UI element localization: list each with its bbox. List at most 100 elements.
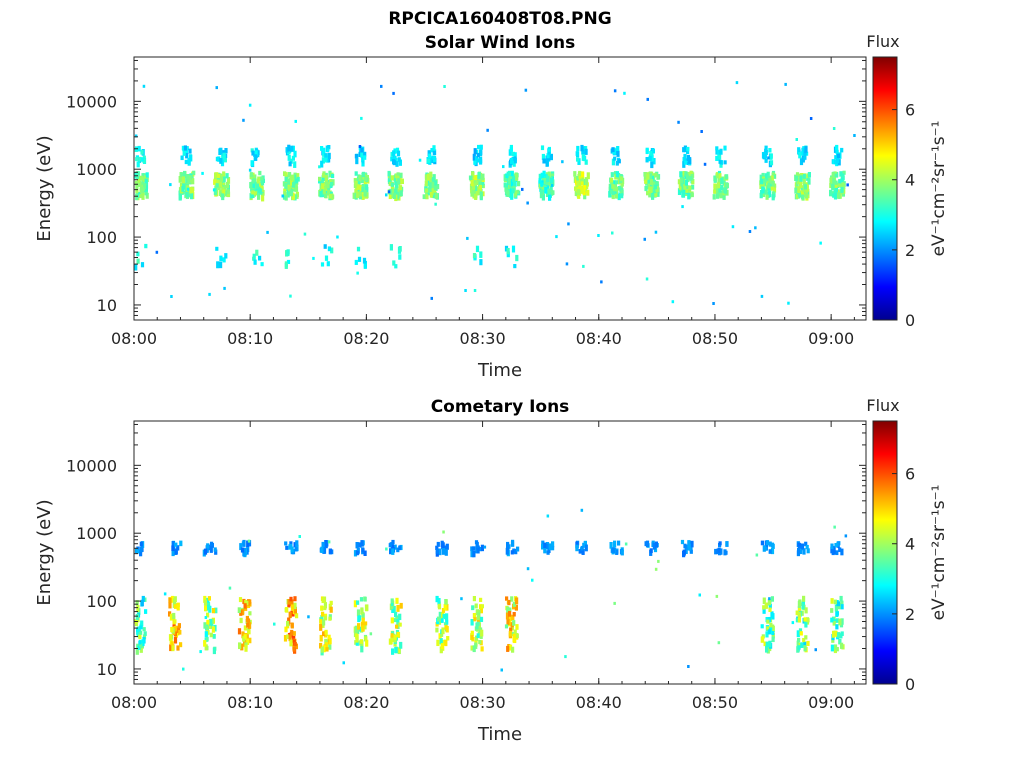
heatmap-cell [293, 161, 297, 168]
heatmap-cell [761, 186, 765, 194]
heatmap-cell [797, 542, 801, 547]
heatmap-cell [356, 600, 360, 605]
heatmap-cell [717, 170, 722, 176]
heatmap-cell [174, 550, 178, 555]
heatmap-cell [187, 191, 192, 198]
plot-area [134, 421, 866, 684]
heatmap-cell [291, 155, 295, 161]
heatmap-cell [324, 255, 329, 261]
heatmap-cell [653, 188, 657, 194]
heatmap-cell [322, 631, 326, 637]
heatmap-cell [472, 645, 476, 653]
heatmap-cell [577, 194, 581, 199]
heatmap-cell [716, 149, 720, 155]
heatmap-cell [354, 171, 358, 176]
heatmap-cell [700, 130, 703, 133]
heatmap-cell [512, 160, 516, 167]
heatmap-cell [290, 629, 294, 636]
heatmap-cell [320, 615, 324, 622]
heatmap-cell [784, 82, 787, 86]
heatmap-cell [819, 241, 822, 245]
heatmap-cell [682, 171, 686, 176]
heatmap-cell [237, 607, 241, 614]
heatmap-cell [688, 185, 692, 190]
heatmap-cell [435, 595, 439, 603]
heatmap-cell [181, 185, 185, 192]
heatmap-cell [319, 619, 323, 624]
heatmap-cell [357, 180, 361, 185]
heatmap-cell [218, 148, 222, 156]
heatmap-cell [361, 193, 365, 200]
heatmap-cell [178, 176, 182, 183]
heatmap-cell [247, 539, 251, 543]
heatmap-cell [831, 638, 835, 643]
heatmap-cell [470, 645, 475, 650]
heatmap-cell [178, 194, 182, 201]
heatmap-cell [573, 171, 577, 177]
heatmap-cell [288, 634, 292, 642]
heatmap-cell [526, 201, 529, 205]
heatmap-cell [437, 603, 442, 610]
heatmap-cell [137, 176, 141, 183]
heatmap-cell [840, 186, 844, 193]
heatmap-cell [765, 631, 769, 638]
heatmap-cell [580, 177, 584, 184]
heatmap-cell [511, 176, 516, 183]
heatmap-cell [671, 300, 675, 304]
heatmap-cell [322, 547, 327, 554]
heatmap-cell [475, 180, 479, 186]
heatmap-cell [424, 180, 428, 187]
heatmap-cell [145, 192, 149, 199]
heatmap-cell [470, 630, 474, 636]
heatmap-cell [646, 97, 649, 101]
heatmap-cell [613, 190, 617, 196]
heatmap-cell [206, 612, 210, 618]
heatmap-cell [476, 548, 480, 554]
heatmap-cell [613, 156, 617, 161]
y-tick-label: 100 [86, 592, 117, 611]
heatmap-cell [481, 191, 485, 197]
heatmap-cell [624, 542, 628, 546]
heatmap-cell [215, 183, 219, 188]
heatmap-cell [504, 624, 509, 629]
heatmap-cell [246, 618, 251, 623]
heatmap-cell [329, 600, 333, 605]
heatmap-cell [842, 170, 846, 175]
heatmap-cell [139, 630, 143, 635]
heatmap-cell [654, 567, 658, 571]
heatmap-cell [388, 192, 392, 200]
heatmap-cell [515, 633, 519, 639]
heatmap-cell [136, 251, 140, 257]
heatmap-cell [612, 150, 616, 155]
heatmap-cell [720, 184, 724, 191]
heatmap-cell [184, 159, 188, 165]
heatmap-cell [207, 604, 211, 611]
heatmap-cell [561, 160, 564, 164]
heatmap-cell [360, 645, 364, 653]
heatmap-cell [258, 170, 262, 176]
heatmap-cell [398, 545, 402, 551]
heatmap-cell [260, 262, 264, 267]
heatmap-cell [173, 596, 177, 603]
heatmap-cell [546, 175, 550, 183]
heatmap-cell [181, 145, 185, 151]
heatmap-cell [565, 262, 569, 266]
heatmap-cell [139, 194, 143, 199]
heatmap-cell [442, 530, 445, 534]
heatmap-cell [770, 186, 774, 191]
heatmap-cell [390, 175, 394, 181]
y-tick-label: 10000 [66, 456, 117, 475]
heatmap-cell [735, 81, 739, 85]
heatmap-cell [509, 627, 513, 633]
heatmap-cell [807, 172, 811, 178]
heatmap-cell [171, 541, 175, 546]
heatmap-cell [136, 258, 140, 264]
heatmap-cell [140, 620, 144, 627]
heatmap-cell [292, 646, 296, 652]
heatmap-cell [294, 178, 299, 184]
heatmap-cell [765, 173, 769, 180]
heatmap-cell [718, 159, 722, 164]
heatmap-cell [185, 177, 189, 184]
heatmap-cell [840, 182, 844, 189]
heatmap-cell [479, 616, 484, 622]
